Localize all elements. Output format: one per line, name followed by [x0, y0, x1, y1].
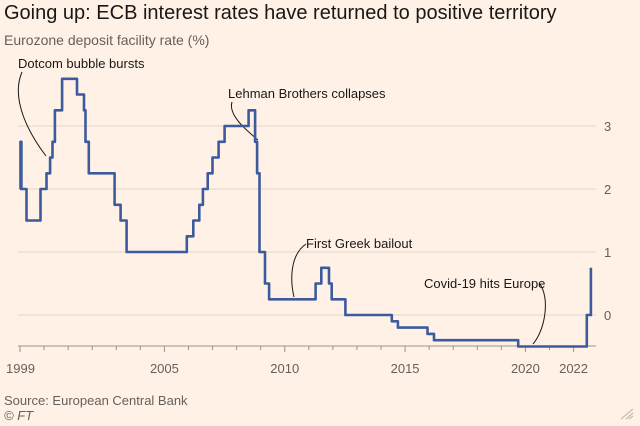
- x-tick-label-2005: 2005: [150, 361, 179, 376]
- annotation-leader-2: [291, 243, 307, 298]
- annotation-leader-3: [532, 283, 546, 345]
- annotations: Dotcom bubble bursts Lehman Brothers coll…: [17, 56, 546, 345]
- y-axis-labels: 0 1 2 3: [604, 119, 611, 323]
- annotation-leader-0: [17, 71, 47, 157]
- series-layer: [19, 77, 593, 348]
- x-tick-label-2010: 2010: [270, 361, 299, 376]
- x-axis: 1999 2005 2010 2015 2020 2022: [6, 345, 596, 376]
- x-tick-label-2020: 2020: [511, 361, 540, 376]
- ft-credit: © FT: [4, 408, 34, 423]
- series-line-0: [19, 77, 593, 348]
- y-tick-label-2: 2: [604, 182, 611, 197]
- x-tick-label-1999: 1999: [6, 361, 35, 376]
- annotation-label-3: Covid-19 hits Europe: [424, 276, 545, 291]
- annotation-label-1: Lehman Brothers collapses: [228, 86, 386, 101]
- chart-title: Going up: ECB interest rates have return…: [4, 2, 557, 24]
- annotation-label-0: Dotcom bubble bursts: [18, 56, 145, 71]
- x-tick-label-2022: 2022: [559, 361, 588, 376]
- y-tick-label-0: 0: [604, 308, 611, 323]
- source-note: Source: European Central Bank: [4, 393, 188, 408]
- annotation-label-2: First Greek bailout: [306, 236, 413, 251]
- x-tick-label-2015: 2015: [391, 361, 420, 376]
- chart-subtitle: Eurozone deposit facility rate (%): [4, 32, 210, 48]
- resize-corner-icon: [620, 408, 634, 420]
- y-tick-label-1: 1: [604, 245, 611, 260]
- y-tick-label-3: 3: [604, 119, 611, 134]
